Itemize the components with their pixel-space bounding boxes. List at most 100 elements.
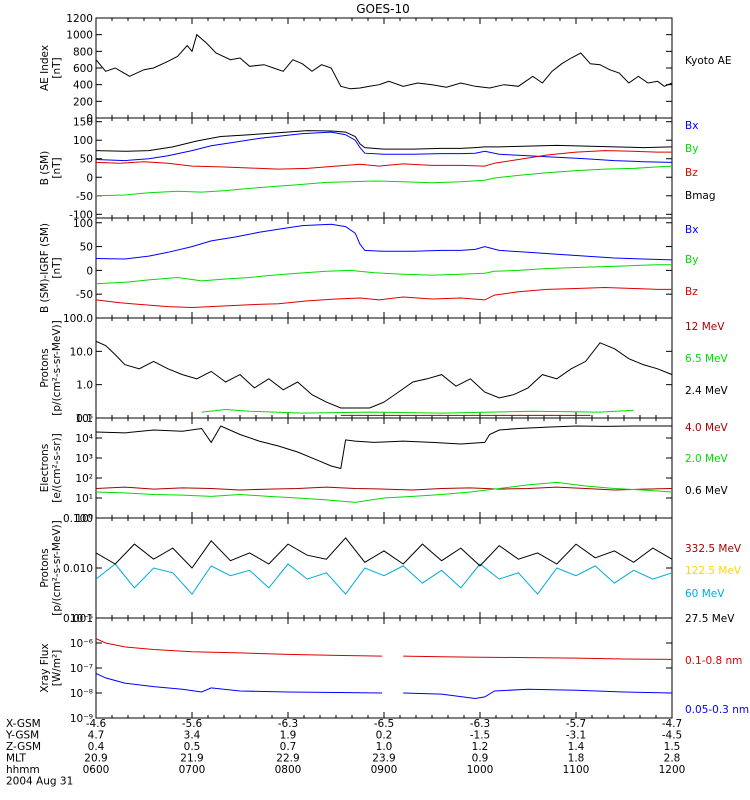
footer-value: 4.7 — [88, 730, 105, 742]
footer-value: 1.9 — [280, 730, 297, 742]
series-line-0-6-mev — [96, 425, 672, 470]
y-tick-label: -100 — [69, 209, 93, 221]
y-axis-label: [nT] — [51, 257, 63, 278]
legend-entry: 4.0 MeV — [685, 422, 729, 434]
footer-row-label: MLT — [6, 753, 26, 765]
series-line-0-1-0-8-nm — [403, 655, 672, 660]
footer-value: -6.3 — [278, 718, 299, 730]
series-line-bmag — [96, 130, 672, 152]
y-tick-label: 200 — [73, 96, 93, 108]
legend-entry: 6.5 MeV — [685, 353, 729, 365]
footer-value: 0800 — [275, 764, 302, 776]
footer-value: -6.5 — [374, 718, 395, 730]
footer-value: 0700 — [179, 764, 206, 776]
y-tick-label: 10⁴ — [75, 433, 93, 445]
y-tick-label: -50 — [76, 289, 93, 301]
series-line-2-0-mev — [96, 481, 672, 503]
footer-value: 23.9 — [372, 753, 395, 765]
panel-2: -100 -50 0 50 100 150 B (SM) [nT] Bx By Bz Bmag — [39, 117, 716, 222]
y-tick-label: 10⁻⁸ — [70, 688, 93, 700]
legend-entry: 122.5 MeV — [685, 565, 742, 577]
legend-entry: Bz — [685, 286, 698, 298]
footer-value: 1.2 — [472, 741, 489, 753]
series-line-27-5-mev — [96, 537, 672, 569]
footer-date: 2004 Aug 31 — [6, 776, 73, 788]
footer-value: 1.4 — [568, 741, 585, 753]
y-axis-label: Protons — [39, 348, 51, 387]
series-line-60-mev — [96, 563, 672, 595]
panel-frame — [95, 617, 673, 719]
legend-entry: Kyoto AE — [685, 55, 731, 67]
y-tick-label: 10¹ — [75, 493, 93, 505]
y-axis-label: Protons — [39, 548, 51, 587]
series-line-6-5-mev — [201, 408, 634, 414]
y-tick-label: 600 — [73, 63, 93, 75]
y-tick-label: 0.001 — [63, 613, 93, 625]
series-line-kyoto-ae — [96, 33, 672, 90]
series-line-by — [96, 264, 672, 285]
y-tick-label: 800 — [73, 46, 93, 58]
series-line-0-1-0-8-nm — [96, 638, 383, 657]
y-tick-label: 1000 — [66, 30, 93, 42]
y-tick-label: 10⁻⁹ — [70, 713, 93, 725]
y-tick-label: 10⁻⁷ — [70, 663, 93, 675]
panel-frame — [95, 417, 673, 519]
y-axis-label: [e/(cm²-s-sr)] — [51, 433, 63, 502]
y-tick-label: 100 — [73, 218, 93, 230]
y-axis-label: [nT] — [51, 157, 63, 178]
panel-frame — [95, 117, 673, 219]
y-tick-label: 1.0 — [76, 380, 93, 392]
footer-value: 0.4 — [88, 741, 105, 753]
legend-entry: Bx — [685, 120, 698, 132]
legend-entry: 332.5 MeV — [685, 543, 742, 555]
series-line-2-4-mev — [96, 340, 672, 409]
footer-value: 1100 — [563, 764, 590, 776]
y-tick-label: 100 — [73, 135, 93, 147]
footer-value: -1.5 — [470, 730, 491, 742]
footer-value: 1.8 — [568, 753, 585, 765]
y-axis-label: B (SM) — [39, 151, 51, 185]
y-tick-label: 50 — [80, 242, 93, 254]
y-axis-label: [p/(cm²-s-sr-MeV)] — [51, 520, 63, 615]
footer-value: -5.6 — [182, 718, 203, 730]
orbit-footer: X-GSM -4.6 -5.6 -6.3 -6.5 -6.3 -5.7 -4.7 Y-GSM 4.… — [5, 718, 685, 788]
legend-entry: 12 MeV — [685, 321, 725, 333]
panel-7: 10⁻⁹ 10⁻⁸ 10⁻⁷ 10⁻⁶ 10⁻⁵ Xray Flux [W/m²] 0.1-0… — [39, 613, 749, 725]
y-axis-label: [W/m²] — [51, 650, 63, 687]
y-tick-label: 0 — [86, 113, 93, 125]
y-tick-label: -50 — [76, 191, 93, 203]
footer-row-label: Y-GSM — [5, 730, 39, 742]
y-tick-label: 10⁻⁶ — [70, 638, 93, 650]
y-tick-label: 0 — [86, 265, 93, 277]
y-axis-label: Electrons — [39, 444, 51, 493]
series-line-bz — [96, 150, 672, 170]
y-axis-label: AE Index — [39, 45, 51, 91]
footer-value: 20.9 — [84, 753, 107, 765]
panel-3: -50 0 50 100 B (SM)-IGRF (SM) [nT] Bx By Bz — [39, 217, 698, 319]
panel-4: 0.1 1.0 10.0 100.0 Protons [p/(cm²-s-sr-MeV)]… — [39, 313, 729, 425]
legend-entry: 0.05-0.3 nm — [685, 704, 749, 716]
legend-entry: 0.1-0.8 nm — [685, 655, 742, 667]
y-tick-label: 0.100 — [63, 513, 93, 525]
y-tick-label: 1200 — [66, 13, 93, 25]
y-axis-label: Xray Flux — [39, 643, 51, 692]
footer-row-label: hhmm — [6, 764, 40, 776]
y-tick-label: 50 — [80, 154, 93, 166]
legend-entry: 60 MeV — [685, 588, 725, 600]
series-line-bx — [96, 223, 672, 261]
y-tick-label: 10⁰ — [75, 513, 93, 525]
footer-value: 0600 — [83, 764, 110, 776]
y-tick-label: 0 — [86, 172, 93, 184]
series-line-bx — [96, 131, 672, 163]
y-tick-label: 0.010 — [63, 563, 93, 575]
y-tick-label: 10² — [75, 473, 93, 485]
footer-value: 0900 — [371, 764, 398, 776]
legend-entry: 27.5 MeV — [685, 613, 735, 625]
panel-frame — [95, 17, 673, 119]
footer-value: -5.7 — [566, 718, 587, 730]
legend-entry: 2.0 MeV — [685, 453, 729, 465]
legend-entry: By — [685, 143, 698, 155]
legend-entry: Bx — [685, 224, 698, 236]
footer-value: -4.7 — [662, 718, 683, 730]
